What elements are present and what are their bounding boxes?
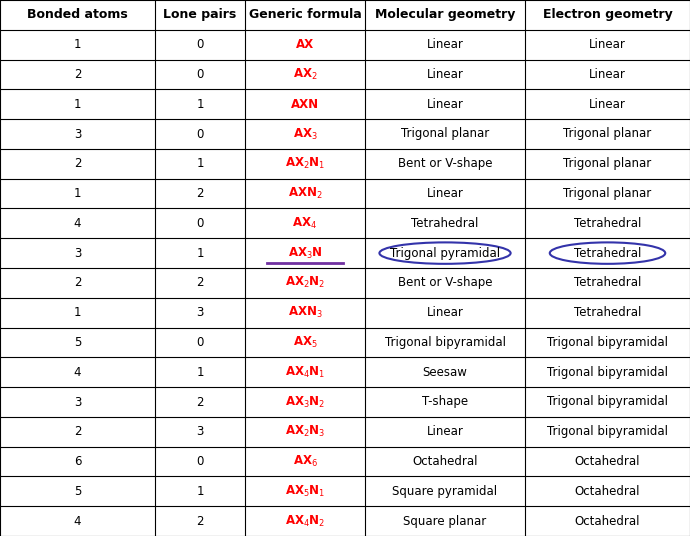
Text: Square pyramidal: Square pyramidal [393,485,497,498]
Text: Octahedral: Octahedral [412,455,477,468]
Text: 2: 2 [74,157,81,170]
Text: AX$_3$N$_2$: AX$_3$N$_2$ [285,394,325,410]
Text: Trigonal bipyramidal: Trigonal bipyramidal [547,366,668,379]
Text: Tetrahedral: Tetrahedral [574,306,641,319]
Text: 4: 4 [74,217,81,230]
Text: AX$_2$: AX$_2$ [293,67,317,82]
Text: Octahedral: Octahedral [575,455,640,468]
Text: AXN$_2$: AXN$_2$ [288,186,322,201]
Text: AX$_3$: AX$_3$ [293,126,317,142]
Text: AX$_4$N$_2$: AX$_4$N$_2$ [285,513,325,528]
Text: 0: 0 [197,68,204,81]
Text: AX$_5$N$_1$: AX$_5$N$_1$ [285,484,325,499]
Text: AX$_6$: AX$_6$ [293,454,317,469]
Text: Linear: Linear [589,38,626,51]
Text: Trigonal bipyramidal: Trigonal bipyramidal [547,396,668,408]
Text: AX: AX [296,38,314,51]
Text: 4: 4 [74,515,81,527]
Text: 2: 2 [74,425,81,438]
Text: AX$_2$N$_2$: AX$_2$N$_2$ [285,276,325,291]
Text: Tetrahedral: Tetrahedral [574,247,641,259]
Text: Octahedral: Octahedral [575,485,640,498]
Text: Generic formula: Generic formula [248,9,362,21]
Text: Tetrahedral: Tetrahedral [574,277,641,289]
Text: 5: 5 [74,485,81,498]
Text: 2: 2 [196,277,204,289]
Text: 1: 1 [196,247,204,259]
Text: AXN: AXN [291,98,319,111]
Text: 3: 3 [197,425,204,438]
Text: Tetrahedral: Tetrahedral [411,217,479,230]
Text: 3: 3 [74,396,81,408]
Text: 2: 2 [74,277,81,289]
Text: Linear: Linear [426,187,464,200]
Text: 4: 4 [74,366,81,379]
Text: 6: 6 [74,455,81,468]
Text: Linear: Linear [426,425,464,438]
Text: AX$_4$N$_1$: AX$_4$N$_1$ [285,364,325,380]
Text: Square planar: Square planar [404,515,486,527]
Text: T-shape: T-shape [422,396,468,408]
Text: AX$_4$: AX$_4$ [293,216,317,231]
Text: Bent or V-shape: Bent or V-shape [397,277,492,289]
Text: 1: 1 [74,306,81,319]
Text: Trigonal planar: Trigonal planar [401,128,489,140]
Text: 2: 2 [196,396,204,408]
Text: Tetrahedral: Tetrahedral [574,217,641,230]
Text: Seesaw: Seesaw [422,366,467,379]
Text: Trigonal planar: Trigonal planar [564,157,651,170]
Text: Bent or V-shape: Bent or V-shape [397,157,492,170]
Text: Linear: Linear [589,98,626,111]
Text: 0: 0 [197,217,204,230]
Text: 1: 1 [74,98,81,111]
Text: Octahedral: Octahedral [575,515,640,527]
Text: Trigonal planar: Trigonal planar [564,187,651,200]
Text: 3: 3 [197,306,204,319]
Text: Bonded atoms: Bonded atoms [27,9,128,21]
Text: 1: 1 [74,187,81,200]
Text: 2: 2 [74,68,81,81]
Text: Linear: Linear [589,68,626,81]
Text: 1: 1 [196,366,204,379]
Text: 1: 1 [196,485,204,498]
Text: Trigonal bipyramidal: Trigonal bipyramidal [384,336,506,349]
Text: 3: 3 [74,128,81,140]
Text: 1: 1 [74,38,81,51]
Text: AX$_2$N$_1$: AX$_2$N$_1$ [285,156,325,172]
Text: 0: 0 [197,455,204,468]
Text: 5: 5 [74,336,81,349]
Text: Linear: Linear [426,68,464,81]
Text: Trigonal pyramidal: Trigonal pyramidal [390,247,500,259]
Text: 1: 1 [196,98,204,111]
Text: AX$_5$: AX$_5$ [293,335,317,350]
Text: Trigonal bipyramidal: Trigonal bipyramidal [547,425,668,438]
Text: Linear: Linear [426,38,464,51]
Text: 0: 0 [197,128,204,140]
Text: AXN$_3$: AXN$_3$ [288,305,322,320]
Text: 1: 1 [196,157,204,170]
Text: AX$_3$N: AX$_3$N [288,245,322,260]
Text: Lone pairs: Lone pairs [164,9,237,21]
Text: 3: 3 [74,247,81,259]
Text: Trigonal planar: Trigonal planar [564,128,651,140]
Text: Linear: Linear [426,306,464,319]
Text: Trigonal bipyramidal: Trigonal bipyramidal [547,336,668,349]
Text: 2: 2 [196,515,204,527]
Text: Electron geometry: Electron geometry [542,9,672,21]
Text: 2: 2 [196,187,204,200]
Text: 0: 0 [197,336,204,349]
Text: Linear: Linear [426,98,464,111]
Text: AX$_2$N$_3$: AX$_2$N$_3$ [285,424,325,440]
Text: Molecular geometry: Molecular geometry [375,9,515,21]
Text: 0: 0 [197,38,204,51]
